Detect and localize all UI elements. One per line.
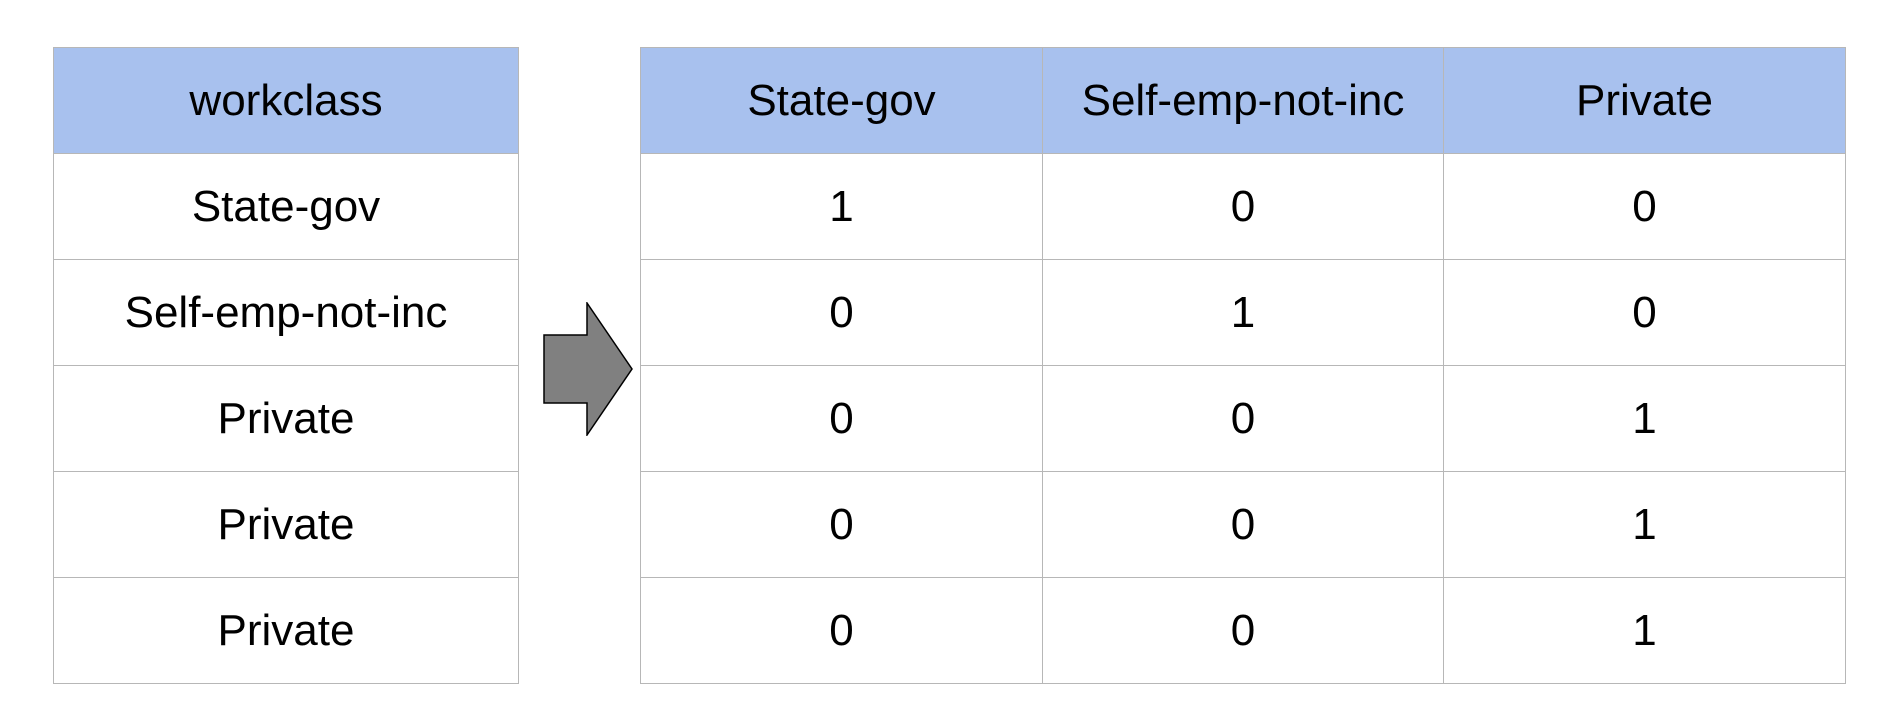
table-row: Self-emp-not-inc xyxy=(53,259,519,366)
encoded-cell: 1 xyxy=(1443,577,1846,684)
column-header-self-emp-not-inc: Self-emp-not-inc xyxy=(1042,47,1444,154)
table-row: Private xyxy=(53,365,519,472)
table-header-row: State-gov Self-emp-not-inc Private xyxy=(640,47,1846,154)
right-arrow-icon xyxy=(543,302,633,436)
encoded-cell: 0 xyxy=(1042,365,1444,472)
table-header-row: workclass xyxy=(53,47,519,154)
workclass-table: workclass State-gov Self-emp-not-inc Pri… xyxy=(53,47,519,684)
encoded-cell: 1 xyxy=(640,153,1043,260)
encoded-cell: 0 xyxy=(1042,153,1444,260)
column-header-private: Private xyxy=(1443,47,1846,154)
workclass-header: workclass xyxy=(53,47,519,154)
workclass-cell: State-gov xyxy=(53,153,519,260)
encoded-cell: 1 xyxy=(1042,259,1444,366)
table-row: 0 0 1 xyxy=(640,365,1846,472)
workclass-cell: Private xyxy=(53,577,519,684)
table-row: State-gov xyxy=(53,153,519,260)
encoded-cell: 0 xyxy=(1042,577,1444,684)
workclass-cell: Private xyxy=(53,365,519,472)
encoded-cell: 0 xyxy=(640,365,1043,472)
encoded-cell: 0 xyxy=(640,471,1043,578)
table-row: Private xyxy=(53,577,519,684)
table-row: Private xyxy=(53,471,519,578)
encoded-cell: 0 xyxy=(640,259,1043,366)
table-row: 1 0 0 xyxy=(640,153,1846,260)
encoded-cell: 0 xyxy=(1443,153,1846,260)
encoded-cell: 1 xyxy=(1443,471,1846,578)
table-row: 0 0 1 xyxy=(640,471,1846,578)
table-row: 0 0 1 xyxy=(640,577,1846,684)
arrow-shape xyxy=(543,302,633,436)
encoded-cell: 1 xyxy=(1443,365,1846,472)
encoded-cell: 0 xyxy=(640,577,1043,684)
workclass-cell: Private xyxy=(53,471,519,578)
table-row: 0 1 0 xyxy=(640,259,1846,366)
encoded-cell: 0 xyxy=(1443,259,1846,366)
column-header-state-gov: State-gov xyxy=(640,47,1043,154)
workclass-cell: Self-emp-not-inc xyxy=(53,259,519,366)
encoded-cell: 0 xyxy=(1042,471,1444,578)
one-hot-table: State-gov Self-emp-not-inc Private 1 0 0… xyxy=(640,47,1846,684)
